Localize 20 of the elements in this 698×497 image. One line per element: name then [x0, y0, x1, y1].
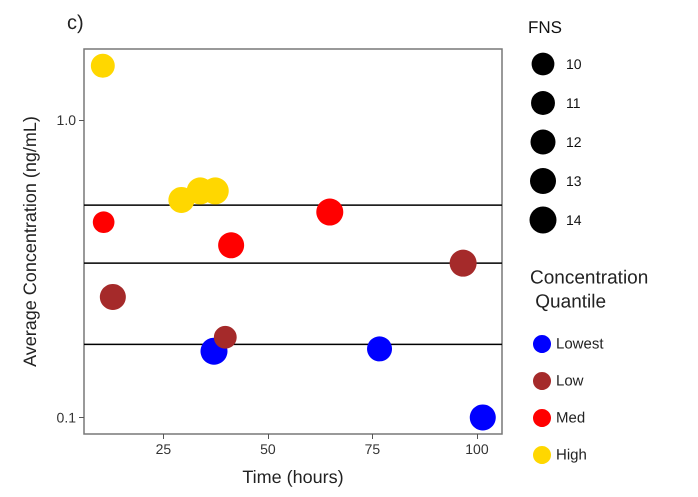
- x-tick-label: 100: [465, 441, 489, 457]
- chart-title: c): [67, 12, 84, 34]
- legend-label: 13: [566, 172, 582, 188]
- y-axis-title: Average Concentration (ng/mL): [20, 116, 40, 367]
- legend-label: Lowest: [556, 336, 604, 352]
- x-tick-label: 50: [260, 441, 276, 457]
- text: FNS: [528, 18, 563, 38]
- x-tick-label: 25: [156, 441, 172, 457]
- legend-label: High: [556, 446, 587, 464]
- legend-label: Low: [556, 372, 584, 390]
- legend-label: 10: [566, 56, 582, 72]
- y-tick-label: 0.1: [56, 409, 76, 426]
- legend-label: 12: [566, 134, 582, 150]
- x-axis-title: Time (hours): [242, 467, 344, 487]
- legend-label: Med: [556, 410, 586, 426]
- x-tick-label: 75: [364, 441, 380, 457]
- legend-label: 11: [566, 94, 581, 110]
- legend-label: 14: [566, 212, 582, 228]
- y-tick-label: 1.0: [56, 112, 76, 128]
- legend-title: Concentration Quantile: [530, 268, 648, 312]
